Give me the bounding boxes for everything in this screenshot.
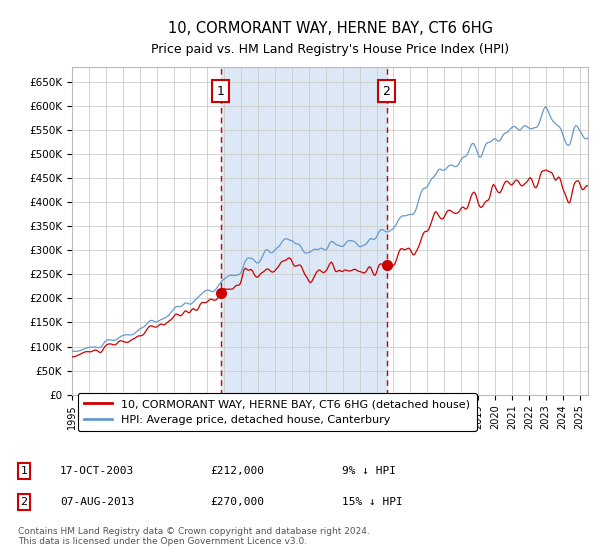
Text: 17-OCT-2003: 17-OCT-2003: [60, 466, 134, 476]
Text: Price paid vs. HM Land Registry's House Price Index (HPI): Price paid vs. HM Land Registry's House …: [151, 43, 509, 56]
Text: £212,000: £212,000: [210, 466, 264, 476]
Text: 1: 1: [217, 85, 224, 98]
Legend: 10, CORMORANT WAY, HERNE BAY, CT6 6HG (detached house), HPI: Average price, deta: 10, CORMORANT WAY, HERNE BAY, CT6 6HG (d…: [77, 393, 476, 431]
Text: 15% ↓ HPI: 15% ↓ HPI: [342, 497, 403, 507]
Text: £270,000: £270,000: [210, 497, 264, 507]
Text: 9% ↓ HPI: 9% ↓ HPI: [342, 466, 396, 476]
Text: 07-AUG-2013: 07-AUG-2013: [60, 497, 134, 507]
Text: 2: 2: [20, 497, 28, 507]
Text: 2: 2: [383, 85, 391, 98]
Bar: [221, 67, 386, 395]
Text: Contains HM Land Registry data © Crown copyright and database right 2024.
This d: Contains HM Land Registry data © Crown c…: [18, 526, 370, 546]
Text: 10, CORMORANT WAY, HERNE BAY, CT6 6HG: 10, CORMORANT WAY, HERNE BAY, CT6 6HG: [167, 21, 493, 36]
Text: 1: 1: [20, 466, 28, 476]
